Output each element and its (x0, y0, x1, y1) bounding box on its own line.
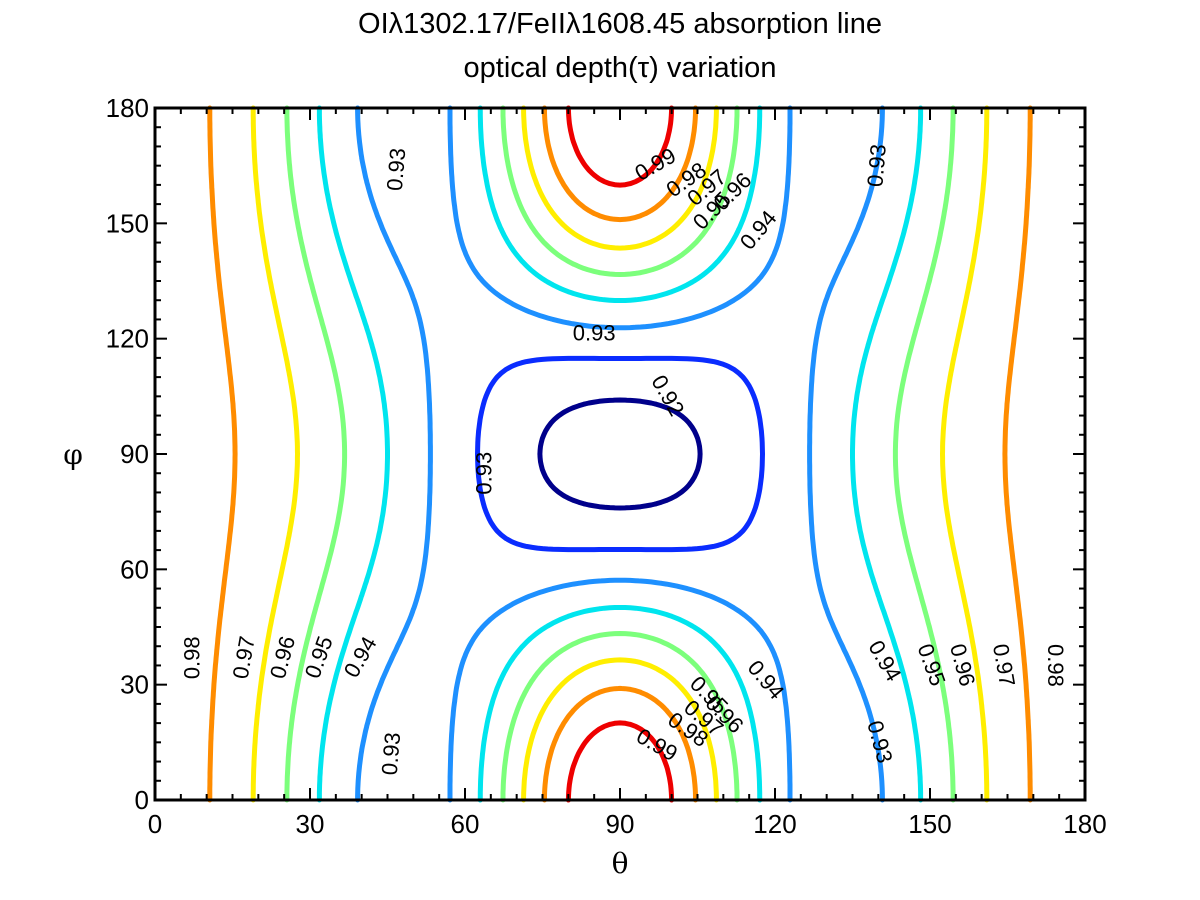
chart-title: OIλ1302.17/FeIIλ1608.45 absorption line (358, 8, 882, 40)
y-tick-label: 120 (106, 324, 149, 354)
contour-line-0.95 (316, 105, 924, 803)
contour-label: 0.98 (1043, 644, 1068, 687)
contour-label: 0.93 (382, 147, 411, 192)
x-axis-label: θ (612, 847, 629, 880)
axis-ticks: 0 30 60 90 120 150 180 0 30 60 90 120 150 180 (106, 93, 1107, 839)
y-tick-label: 150 (106, 208, 149, 238)
contour-line-0.98 (207, 105, 1033, 803)
x-tick-label: 0 (148, 809, 162, 839)
contour-line-0.93 (475, 355, 765, 553)
y-tick-label: 180 (106, 93, 149, 123)
contour-label: 0.93 (862, 143, 891, 188)
contour-label: 0.95 (913, 640, 951, 689)
x-tick-label: 120 (753, 809, 796, 839)
y-tick-label: 90 (120, 439, 149, 469)
contour-label: 0.93 (471, 452, 496, 495)
contour-label: 0.97 (988, 642, 1020, 689)
contour-line-0.94 (355, 105, 885, 803)
contour-label: 0.97 (228, 634, 260, 681)
contour-lines (207, 105, 1033, 803)
y-tick-label: 60 (120, 554, 149, 584)
contour-labels: 0.98 0.97 0.96 0.95 0.940.930.930.930.930.92… (180, 143, 1069, 776)
contour-line-0.97 (250, 105, 990, 803)
x-tick-label: 90 (606, 809, 635, 839)
contour-label: 0.93 (862, 718, 897, 766)
x-tick-label: 60 (451, 809, 480, 839)
y-axis-label: φ (63, 438, 83, 471)
contour-line-0.92 (537, 397, 703, 511)
contour-line-0.96 (284, 105, 956, 803)
contour-label: 0.94 (863, 636, 906, 686)
chart-subtitle: optical depth(τ) variation (463, 52, 777, 84)
x-tick-label: 30 (296, 809, 325, 839)
contour-line-0.99 (565, 105, 675, 803)
contour-label: 0.93 (573, 321, 616, 346)
contour-label: 0.92 (646, 371, 689, 421)
y-tick-label: 30 (120, 670, 149, 700)
x-tick-label: 150 (908, 809, 951, 839)
y-tick-label: 0 (135, 785, 149, 815)
contour-label: 0.93 (377, 731, 406, 776)
contour-label: 0.98 (180, 636, 205, 679)
x-tick-label: 180 (1063, 809, 1106, 839)
